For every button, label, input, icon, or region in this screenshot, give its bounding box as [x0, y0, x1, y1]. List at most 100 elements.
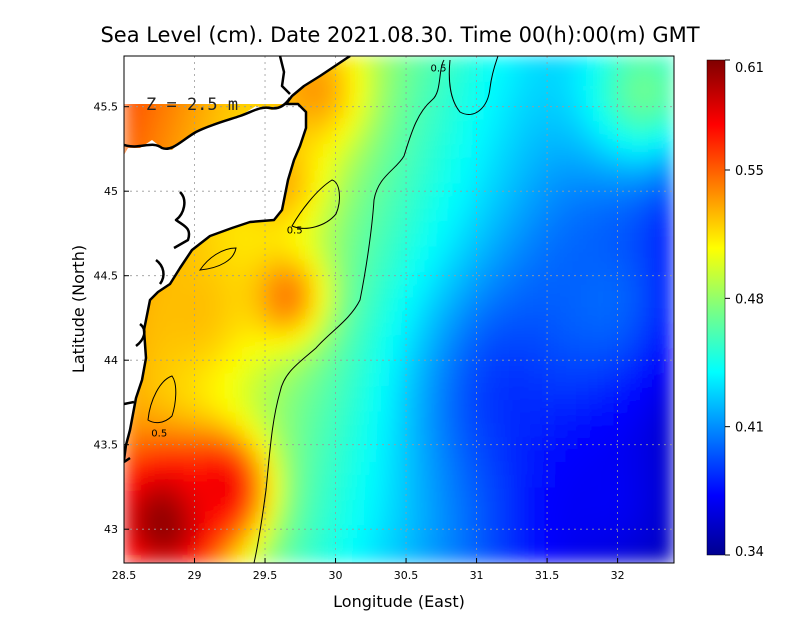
heatmap-cell	[219, 537, 233, 551]
heatmap-cell	[541, 410, 555, 425]
heatmap-cell	[302, 423, 316, 437]
heatmap-cell	[290, 309, 304, 323]
heatmap-cell	[565, 270, 579, 285]
heatmap-cell	[482, 397, 496, 412]
heatmap-cell	[231, 435, 245, 450]
heatmap-cell	[159, 448, 173, 463]
contour-lines	[147, 56, 499, 563]
depth-label: Z = 2.5 m	[146, 95, 238, 115]
heatmap-cell	[386, 56, 400, 70]
heatmap-cell	[518, 549, 532, 563]
heatmap-cell	[530, 473, 543, 488]
heatmap-cell	[649, 106, 663, 120]
heatmap-cell	[613, 245, 627, 260]
heatmap-cell	[219, 258, 233, 272]
heatmap-cell	[458, 118, 472, 133]
heatmap-cell	[422, 511, 436, 526]
heatmap-cell	[278, 347, 292, 361]
heatmap-cell	[350, 296, 364, 310]
heatmap-cell	[266, 499, 280, 513]
heatmap-cell	[601, 334, 615, 349]
heatmap-cell	[422, 80, 436, 95]
heatmap-cell	[530, 93, 543, 108]
heatmap-cell	[135, 448, 149, 463]
heatmap-cell	[374, 537, 388, 551]
heatmap-cell	[374, 359, 388, 374]
heatmap-cell	[231, 245, 245, 260]
heatmap-cell	[601, 359, 615, 374]
heatmap-cell	[326, 106, 340, 120]
heatmap-cell	[302, 258, 316, 272]
heatmap-cell	[231, 524, 245, 539]
heatmap-cell	[589, 106, 603, 120]
heatmap-cell	[314, 93, 328, 108]
heatmap-cell	[661, 435, 674, 450]
heatmap-cell	[553, 220, 567, 234]
heatmap-cell	[195, 486, 209, 501]
heatmap-cell	[458, 131, 472, 146]
heatmap-cell	[195, 347, 209, 361]
heatmap-cell	[326, 258, 340, 272]
heatmap-cell	[314, 321, 328, 336]
heatmap-cell	[589, 220, 603, 234]
heatmap-cell	[314, 270, 328, 285]
heatmap-cell	[290, 435, 304, 450]
heatmap-cell	[314, 410, 328, 425]
heatmap-cell	[637, 486, 651, 501]
heatmap-cell	[338, 258, 352, 272]
heatmap-cell	[338, 182, 352, 196]
heatmap-cell	[410, 448, 424, 463]
heatmap-cell	[410, 232, 424, 247]
heatmap-cell	[362, 461, 376, 475]
colorbar-tick-label: 0.41	[735, 421, 764, 436]
heatmap-cell	[589, 397, 603, 412]
heatmap-cell	[278, 321, 292, 336]
heatmap-cell	[661, 359, 674, 374]
heatmap-cell	[577, 93, 591, 108]
heatmap-cell	[243, 385, 257, 399]
heatmap-cell	[541, 372, 555, 387]
heatmap-cell	[625, 549, 639, 563]
heatmap-cell	[494, 106, 508, 120]
heatmap-cell	[565, 397, 579, 412]
heatmap-cell	[386, 309, 400, 323]
heatmap-cell	[613, 435, 627, 450]
heatmap-cell	[494, 359, 508, 374]
heatmap-cell	[326, 423, 340, 437]
heatmap-cell	[613, 194, 627, 209]
heatmap-cell	[530, 385, 543, 399]
heatmap-cell	[278, 473, 292, 488]
heatmap-cell	[494, 524, 508, 539]
heatmap-cell	[386, 258, 400, 272]
heatmap-cell	[398, 194, 412, 209]
heatmap-cell	[637, 397, 651, 412]
heatmap-cell	[661, 207, 674, 222]
heatmap-cell	[350, 385, 364, 399]
heatmap-cell	[350, 182, 364, 196]
heatmap-cell	[171, 118, 185, 133]
heatmap-cell	[302, 359, 316, 374]
heatmap-cell	[565, 156, 579, 171]
heatmap-cell	[589, 334, 603, 349]
heatmap-cell	[577, 385, 591, 399]
heatmap-cell	[506, 461, 520, 475]
heatmap-cell	[326, 118, 340, 133]
heatmap-cell	[577, 169, 591, 184]
heatmap-cell	[649, 194, 663, 209]
heatmap-cell	[494, 93, 508, 108]
heatmap-cell	[601, 385, 615, 399]
heatmap-cell	[434, 397, 448, 412]
heatmap-cell	[637, 448, 651, 463]
heatmap-cell	[135, 131, 149, 146]
heatmap-cell	[207, 296, 221, 310]
heatmap-cell	[530, 549, 543, 563]
heatmap-cell	[207, 321, 221, 336]
heatmap-cell	[661, 549, 674, 563]
heatmap-cell	[494, 435, 508, 450]
heatmap-cell	[553, 156, 567, 171]
heatmap-cell	[350, 473, 364, 488]
heatmap-cell	[374, 220, 388, 234]
heatmap-cell	[171, 397, 185, 412]
heatmap-cell	[565, 68, 579, 82]
heatmap-cell	[350, 397, 364, 412]
